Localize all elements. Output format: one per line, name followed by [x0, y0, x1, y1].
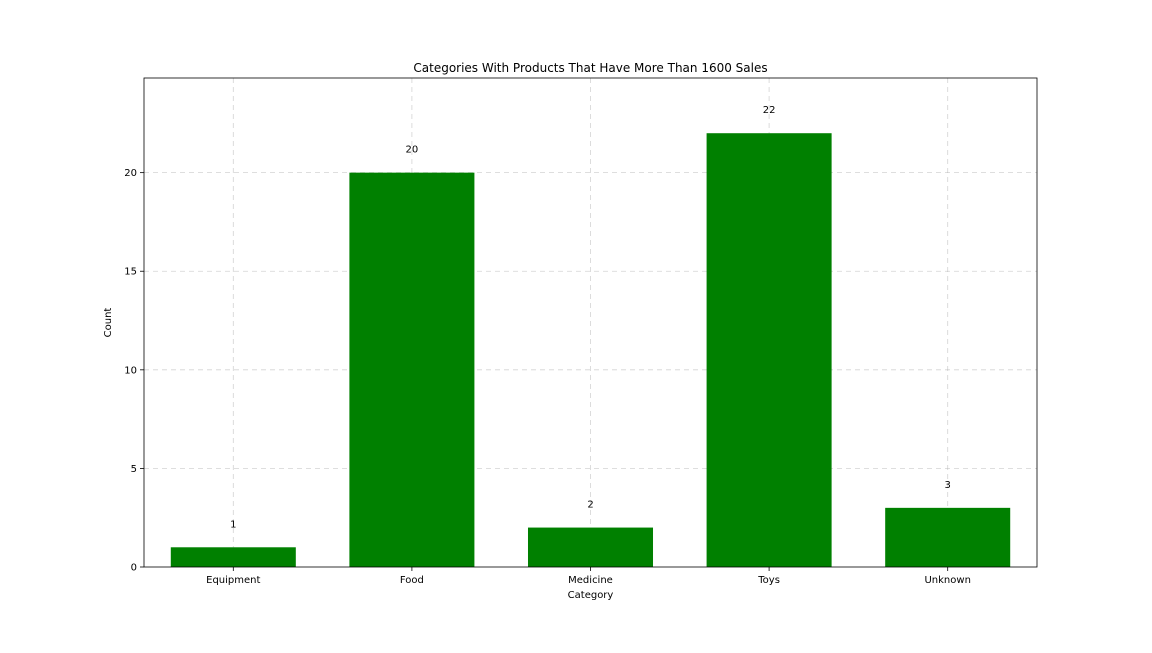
bar-unknown — [885, 507, 1011, 567]
x-tick-label: Food — [400, 575, 424, 586]
x-tick-label: Unknown — [924, 575, 970, 586]
y-tick-label: 20 — [124, 168, 137, 179]
y-axis-label: Count — [103, 308, 114, 338]
x-tick-label: Equipment — [206, 575, 260, 586]
data-label: 20 — [406, 145, 419, 156]
bar-equipment — [170, 547, 296, 567]
bar-food — [349, 172, 475, 568]
y-tick-label: 15 — [124, 267, 137, 278]
y-tick-label: 5 — [131, 464, 137, 475]
bar-medicine — [527, 527, 654, 567]
x-axis-ticks: Equipment Food Medicine Toys Unknown — [206, 567, 971, 586]
x-axis-label: Category — [568, 590, 614, 601]
data-label: 22 — [763, 105, 776, 116]
y-tick-label: 0 — [131, 563, 137, 574]
data-label: 3 — [945, 480, 951, 491]
bars — [170, 133, 1011, 568]
data-label: 1 — [230, 519, 236, 530]
chart-title: Categories With Products That Have More … — [413, 61, 767, 75]
bar-toys — [706, 133, 832, 568]
grid — [144, 78, 1037, 567]
y-axis-ticks: 0 5 10 15 20 — [124, 168, 144, 574]
x-tick-label: Medicine — [568, 575, 613, 586]
y-tick-label: 10 — [124, 365, 137, 376]
data-label: 2 — [587, 500, 593, 511]
x-tick-label: Toys — [757, 575, 780, 586]
